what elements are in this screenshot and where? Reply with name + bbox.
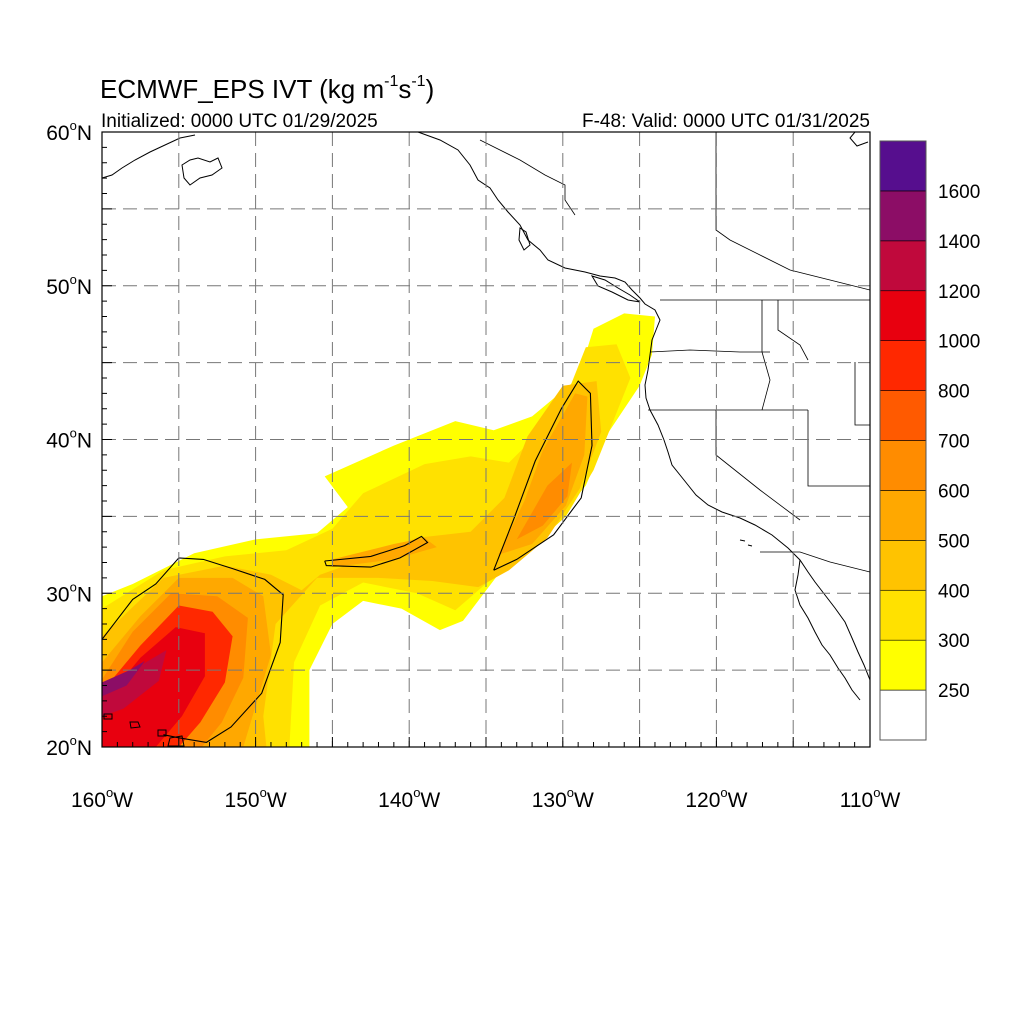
colorbar-box-10 [879, 190, 927, 242]
channel-islands [739, 539, 753, 547]
montana-idaho-border [777, 300, 809, 361]
colorbar-label-250: 250 [938, 681, 970, 702]
colorbar-box-2 [879, 589, 927, 641]
colorbar-box-5 [879, 440, 927, 491]
ivt-contour-2 [324, 535, 429, 568]
colorbar-box-6 [879, 390, 927, 441]
kodiak-islands [181, 157, 223, 186]
ivt-contour-3 [493, 380, 593, 571]
lon-label-120: 120oW [685, 785, 747, 812]
lat-label-60: 60oN [46, 118, 92, 145]
lon-label-150: 150oW [225, 785, 287, 812]
colorbar-label-400: 400 [938, 581, 970, 602]
title-mid: s [398, 74, 411, 104]
ivt-shading [102, 313, 655, 747]
colorbar-label-600: 600 [938, 481, 970, 502]
colorbar-box-4 [879, 490, 927, 541]
ivt-region-500 [498, 393, 588, 555]
lon-label-140: 140oW [378, 785, 440, 812]
colorbar-box-3 [879, 540, 927, 591]
title-end: ) [426, 74, 435, 104]
lat-label-50: 50oN [46, 272, 92, 299]
colorbar-frame [879, 140, 927, 741]
lon-label-130: 130oW [532, 785, 594, 812]
wyoming-border [854, 362, 870, 426]
colorbar-label-1200: 1200 [938, 282, 980, 303]
us-mexico-border [760, 551, 870, 573]
colorbar-label-1600: 1600 [938, 182, 980, 203]
ivt-region-600 [516, 462, 572, 540]
alaska-canada-border [479, 139, 576, 216]
colorbar: 250 300 400 500 600 700 800 1000 1200 1400 1600 [879, 140, 980, 741]
alaska-coast [102, 134, 196, 179]
lon-label-160: 160oW [71, 785, 133, 812]
idaho-border [761, 300, 771, 411]
colorbar-label-1400: 1400 [938, 232, 980, 253]
title-exponent-2: -1 [411, 73, 425, 90]
ivt-contour-1 [102, 557, 284, 743]
hawaii-oahu [129, 721, 141, 729]
colorbar-label-800: 800 [938, 382, 970, 403]
colorbar-label-1000: 1000 [938, 332, 980, 353]
title-text: ECMWF_EPS IVT (kg m [100, 74, 384, 104]
colorbar-box-9 [879, 240, 927, 292]
lat-label-20: 20oN [46, 733, 92, 760]
north-america-coastline [417, 132, 870, 681]
initialized-label: Initialized: 0000 UTC 01/29/2025 [101, 111, 378, 132]
hawaii-maui [157, 729, 167, 737]
latitude-labels: 60oN 50oN 40oN 30oN 20oN [46, 118, 92, 760]
map-title: ECMWF_EPS IVT (kg m-1s-1) [100, 73, 434, 104]
minor-ticks [101, 131, 871, 748]
colorbar-label-500: 500 [938, 531, 970, 552]
utah-border [807, 410, 870, 487]
lat-label-40: 40oN [46, 426, 92, 453]
haida-gwaii [518, 227, 531, 251]
ivt-contours [102, 380, 593, 743]
valid-time-label: F-48: Valid: 0000 UTC 01/31/2025 [582, 111, 870, 132]
lon-label-110: 110oW [840, 785, 901, 812]
ivt-region-1200 [102, 650, 167, 717]
colorbar-box-11 [879, 140, 927, 192]
colorbar-box-7 [879, 340, 927, 391]
lat-label-30: 30oN [46, 579, 92, 606]
gridlines [102, 132, 870, 747]
title-exponent-1: -1 [384, 73, 398, 90]
map-frame [101, 131, 871, 748]
colorbar-label-300: 300 [938, 631, 970, 652]
longitude-labels: 160oW 150oW 140oW 130oW 120oW 110oW [71, 785, 901, 812]
baja-california [794, 559, 861, 701]
colorbar-label-700: 700 [938, 432, 970, 453]
colorbar-box-1 [879, 639, 927, 691]
washington-oregon-border [649, 349, 770, 353]
hawaii-kauai [103, 713, 113, 720]
hawaii-big-island [167, 735, 185, 747]
colorbar-box-0 [879, 689, 927, 741]
colorbar-box-8 [879, 290, 927, 341]
